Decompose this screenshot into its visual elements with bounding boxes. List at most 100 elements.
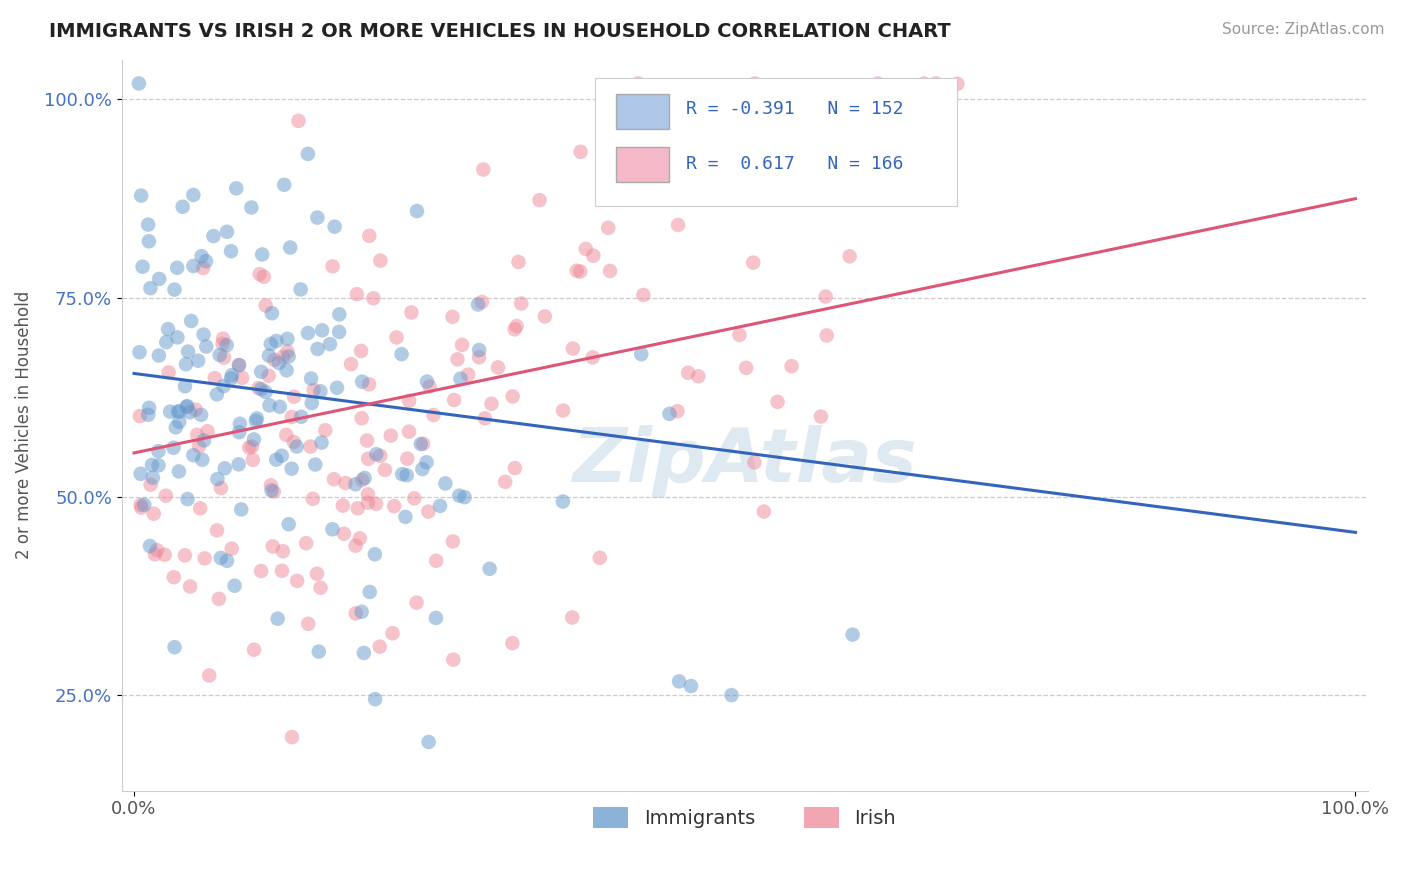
Point — [449, 489, 471, 503]
Point — [501, 636, 523, 650]
Point — [162, 441, 184, 455]
Point — [679, 679, 702, 693]
Point — [167, 404, 190, 418]
Point — [666, 218, 689, 232]
Point — [155, 335, 177, 350]
Point — [187, 353, 209, 368]
Bar — [616, 147, 669, 182]
Point — [143, 547, 166, 561]
Point — [139, 477, 162, 491]
Point — [163, 640, 186, 655]
Point — [183, 188, 205, 202]
Point — [344, 607, 367, 621]
Point — [366, 497, 388, 511]
Point — [243, 642, 266, 657]
Point — [139, 281, 162, 295]
Point — [174, 379, 197, 393]
Point — [720, 688, 742, 702]
Point — [228, 425, 250, 440]
Point — [725, 95, 748, 110]
Point — [238, 441, 260, 455]
Point — [271, 564, 294, 578]
Point — [505, 318, 527, 333]
Point — [314, 423, 336, 437]
Point — [319, 337, 342, 351]
Point — [157, 322, 180, 336]
Legend: Immigrants, Irish: Immigrants, Irish — [586, 799, 904, 836]
Point — [344, 477, 367, 491]
Point — [630, 347, 652, 361]
Point — [561, 610, 583, 624]
Point — [752, 504, 775, 518]
Point — [350, 605, 373, 619]
Point — [266, 334, 288, 348]
Point — [309, 581, 332, 595]
Point — [131, 260, 153, 274]
Point — [176, 400, 198, 414]
Point — [328, 325, 350, 339]
Point — [356, 434, 378, 448]
Point — [188, 501, 211, 516]
Point — [254, 384, 277, 399]
Point — [333, 526, 356, 541]
Point — [148, 444, 170, 458]
Point — [148, 272, 170, 286]
Point — [565, 263, 588, 277]
Point — [209, 550, 232, 565]
Point — [467, 297, 489, 311]
Point — [163, 283, 186, 297]
Point — [205, 387, 228, 401]
Point — [271, 544, 294, 558]
Text: ZipAtlas: ZipAtlas — [572, 425, 917, 498]
Point — [396, 451, 419, 466]
Point — [167, 415, 190, 429]
Point — [510, 296, 533, 310]
Point — [176, 399, 198, 413]
Point — [457, 368, 479, 382]
Point — [193, 327, 215, 342]
Point — [276, 332, 298, 346]
Point — [179, 405, 201, 419]
Point — [193, 434, 215, 448]
Point — [179, 580, 201, 594]
Point — [391, 467, 413, 482]
Point — [486, 360, 509, 375]
Point — [176, 492, 198, 507]
Point — [250, 247, 273, 261]
Point — [364, 547, 387, 561]
Point — [381, 626, 404, 640]
Point — [240, 201, 263, 215]
Point — [471, 295, 494, 310]
Point — [346, 501, 368, 516]
Point — [688, 369, 710, 384]
Point — [744, 455, 766, 469]
Point — [441, 310, 464, 324]
Point — [276, 363, 298, 377]
Point — [359, 228, 381, 243]
Point — [270, 449, 292, 463]
Point — [263, 352, 285, 367]
Point — [166, 260, 188, 275]
Point — [180, 314, 202, 328]
Point — [271, 350, 294, 364]
Point — [276, 428, 298, 442]
Point — [323, 219, 346, 234]
Point — [299, 440, 322, 454]
Point — [309, 384, 332, 399]
Point — [260, 478, 283, 492]
Point — [221, 541, 243, 556]
Point — [311, 435, 333, 450]
Point — [128, 409, 150, 424]
Point — [297, 616, 319, 631]
Point — [215, 225, 238, 239]
Point — [391, 347, 413, 361]
Text: IMMIGRANTS VS IRISH 2 OR MORE VEHICLES IN HOUSEHOLD CORRELATION CHART: IMMIGRANTS VS IRISH 2 OR MORE VEHICLES I… — [49, 22, 950, 41]
Point — [287, 114, 309, 128]
Point — [302, 383, 325, 397]
Point — [353, 471, 375, 485]
Point — [231, 371, 253, 385]
Point — [214, 461, 236, 475]
Point — [229, 417, 252, 431]
Point — [262, 540, 284, 554]
Point — [912, 77, 935, 91]
